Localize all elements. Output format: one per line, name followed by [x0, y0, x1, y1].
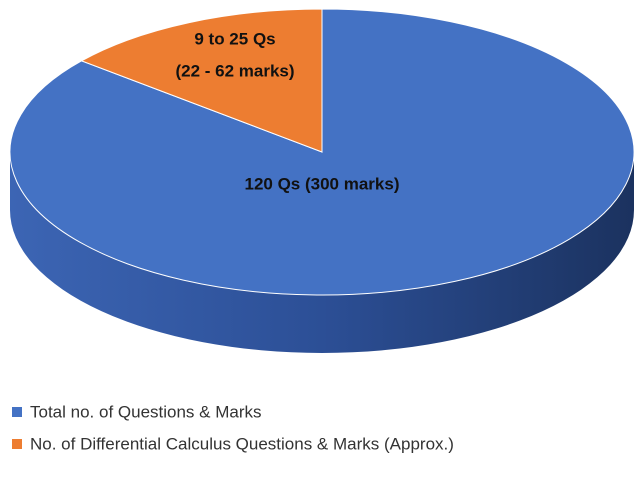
slice-label: 9 to 25 Qs	[194, 29, 275, 48]
legend-label: No. of Differential Calculus Questions &…	[30, 434, 454, 453]
legend-swatch	[12, 439, 22, 449]
slice-label: 120 Qs (300 marks)	[245, 174, 400, 193]
slice-side	[10, 152, 634, 353]
slice	[80, 8, 323, 153]
legend-swatch	[12, 407, 22, 417]
slice-label: (22 - 62 marks)	[175, 61, 294, 80]
legend-label: Total no. of Questions & Marks	[30, 402, 262, 421]
